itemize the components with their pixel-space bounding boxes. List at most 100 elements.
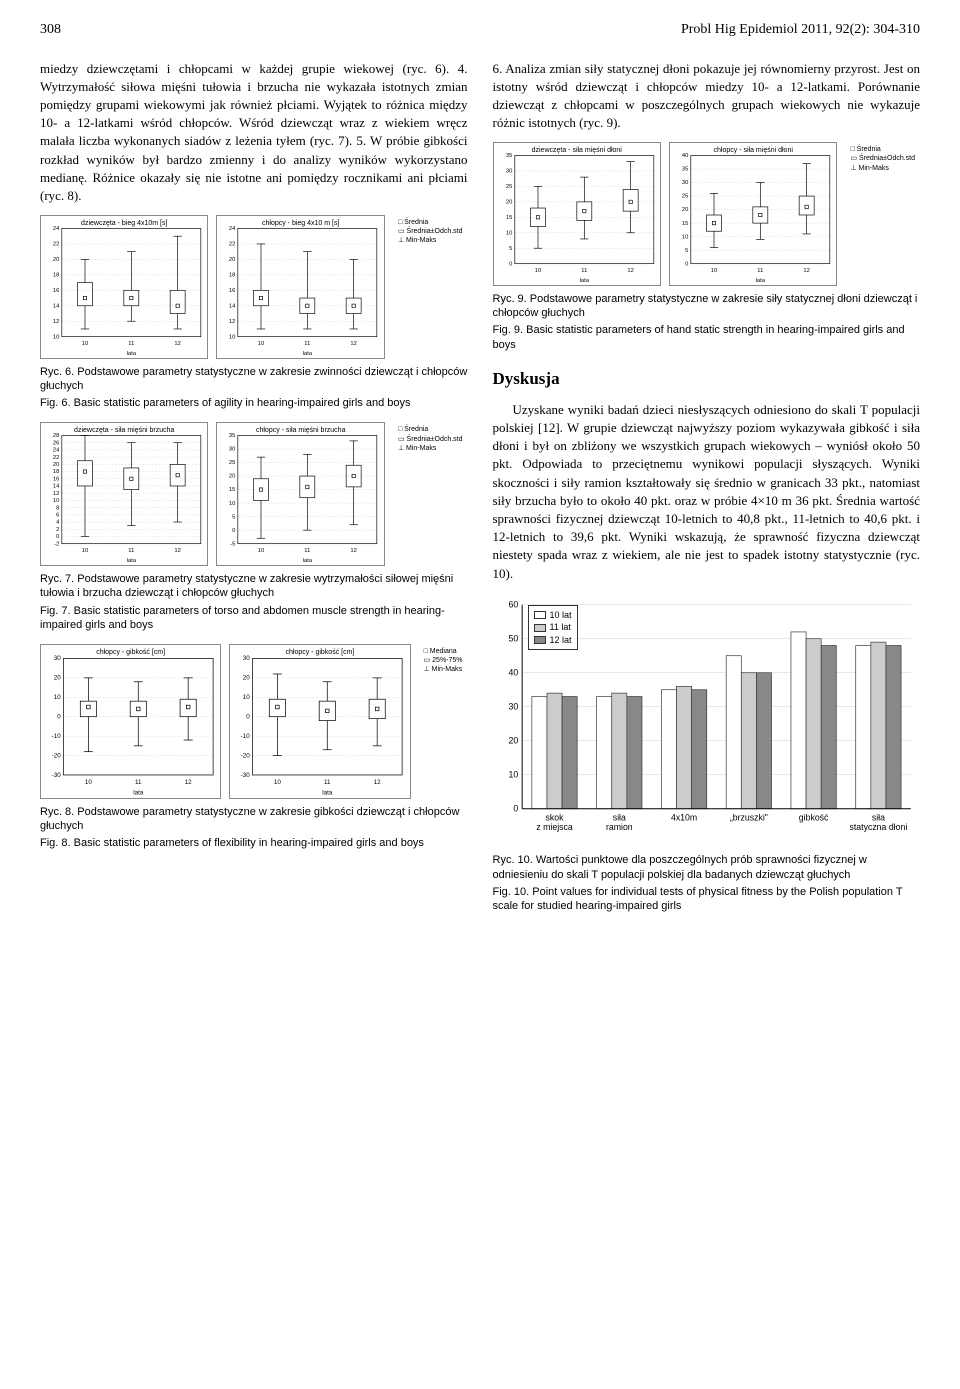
svg-text:10: 10 (534, 268, 540, 274)
svg-text:skok: skok (545, 812, 564, 822)
svg-text:lata: lata (579, 278, 589, 284)
svg-text:28: 28 (53, 434, 59, 440)
svg-text:10: 10 (85, 779, 92, 786)
svg-text:30: 30 (229, 447, 235, 453)
svg-text:10: 10 (54, 694, 61, 701)
svg-text:15: 15 (505, 215, 511, 221)
page-number: 308 (40, 20, 61, 40)
svg-text:-30: -30 (241, 772, 251, 779)
svg-text:25: 25 (505, 184, 511, 190)
fig8-caption-en: Fig. 8. Basic statistic parameters of fl… (40, 836, 468, 850)
svg-text:20: 20 (229, 257, 235, 263)
svg-text:30: 30 (508, 701, 518, 711)
main-content: miedzy dziewczętami i chłopcami w każdej… (40, 60, 920, 926)
svg-text:-30: -30 (52, 772, 62, 779)
fig7-charts: dziewczęta - siła mięśni brzucha -202468… (40, 422, 468, 566)
svg-text:10: 10 (243, 694, 250, 701)
left-para-1: miedzy dziewczętami i chłopcami w każdej… (40, 60, 468, 206)
svg-text:20: 20 (53, 257, 59, 263)
svg-text:22: 22 (229, 242, 235, 248)
svg-text:5: 5 (233, 515, 236, 521)
fig8-legend: □ Mediana ▭ 25%-75% ⊥ Min-Maks (419, 644, 468, 798)
svg-text:-5: -5 (231, 542, 236, 548)
svg-text:24: 24 (53, 448, 60, 454)
svg-text:26: 26 (53, 441, 59, 447)
svg-text:24: 24 (229, 226, 236, 232)
fig6-right-chart: chłopcy - bieg 4x10 m [s] 10121416182022… (216, 215, 384, 359)
svg-text:0: 0 (233, 528, 236, 534)
svg-text:14: 14 (229, 304, 236, 310)
svg-text:20: 20 (508, 735, 518, 745)
svg-text:18: 18 (53, 273, 59, 279)
svg-text:ramion: ramion (605, 822, 632, 832)
svg-text:4x10m: 4x10m (670, 812, 696, 822)
right-para-2: Uzyskane wyniki badań dzieci niesłyszący… (493, 401, 921, 583)
svg-text:11: 11 (305, 341, 311, 347)
fig6-right-title: chłopcy - bieg 4x10 m [s] (262, 219, 339, 229)
fig9-left-title: dziewczęta - siła mięśni dłoni (532, 146, 622, 156)
svg-text:11: 11 (324, 779, 331, 786)
svg-text:10: 10 (258, 548, 264, 554)
svg-text:10: 10 (229, 501, 235, 507)
svg-text:12: 12 (229, 319, 235, 325)
fig10-caption-pl: Ryc. 10. Wartości punktowe dla poszczegó… (493, 853, 921, 882)
fig6-legend: □ Średnia ▭ Średnia±Odch.std ⊥ Min-Maks (393, 215, 468, 359)
fig7-legend: □ Średnia ▭ Średnia±Odch.std ⊥ Min-Maks (393, 422, 468, 566)
svg-text:10: 10 (508, 769, 518, 779)
fig9-caption-pl: Ryc. 9. Podstawowe parametry statystyczn… (493, 292, 921, 321)
svg-text:11: 11 (135, 779, 142, 786)
svg-text:10: 10 (274, 779, 281, 786)
svg-text:25: 25 (229, 461, 235, 467)
svg-text:0: 0 (685, 262, 688, 268)
legend-item-12lat: 12 lat (534, 634, 572, 647)
fig7-left-chart: dziewczęta - siła mięśni brzucha -202468… (40, 422, 208, 566)
fig8-caption-pl: Ryc. 8. Podstawowe parametry statystyczn… (40, 805, 468, 834)
fig6-left-chart: dziewczęta - bieg 4x10m [s] 101214161820… (40, 215, 208, 359)
svg-text:-2: -2 (54, 542, 59, 548)
svg-text:12: 12 (627, 268, 633, 274)
left-column: miedzy dziewczętami i chłopcami w każdej… (40, 60, 468, 926)
svg-text:10: 10 (682, 235, 688, 241)
svg-text:z miejsca: z miejsca (536, 822, 573, 832)
svg-text:30: 30 (54, 655, 61, 662)
fig9-right-chart: chłopcy - siła mięśni dłoni 051015202530… (669, 142, 837, 286)
svg-text:16: 16 (53, 288, 59, 294)
svg-text:12: 12 (174, 341, 180, 347)
fig7-right-title: chłopcy - siła mięśni brzucha (256, 426, 345, 436)
fig10-caption-en: Fig. 10. Point values for individual tes… (493, 885, 921, 914)
svg-text:10: 10 (82, 341, 88, 347)
svg-text:0: 0 (57, 714, 61, 721)
svg-text:22: 22 (53, 242, 59, 248)
dyskusja-heading: Dyskusja (493, 367, 921, 391)
svg-text:11: 11 (305, 548, 311, 554)
fig7-caption-pl: Ryc. 7. Podstawowe parametry statystyczn… (40, 572, 468, 601)
svg-text:20: 20 (53, 462, 59, 468)
svg-text:10: 10 (505, 231, 511, 237)
svg-text:20: 20 (243, 675, 250, 682)
svg-text:16: 16 (229, 288, 235, 294)
svg-text:siła: siła (612, 812, 625, 822)
svg-text:lata: lata (303, 351, 313, 357)
fig9-left-chart: dziewczęta - siła mięśni dłoni 051015202… (493, 142, 661, 286)
svg-text:11: 11 (128, 548, 134, 554)
page-header: 308 Probl Hig Epidemiol 2011, 92(2): 304… (40, 20, 920, 40)
fig8-left-chart: chłopcy - gibkość [cm] -30-20-1001020301… (40, 644, 221, 798)
fig7-right-chart: chłopcy - siła mięśni brzucha -505101520… (216, 422, 384, 566)
svg-text:-10: -10 (241, 733, 251, 740)
svg-text:siła: siła (871, 812, 884, 822)
svg-text:24: 24 (53, 226, 60, 232)
right-para-1: 6. Analiza zmian siły statycznej dłoni p… (493, 60, 921, 133)
svg-text:0: 0 (513, 803, 518, 813)
svg-text:2: 2 (56, 527, 59, 533)
svg-text:0: 0 (56, 535, 59, 541)
svg-text:25: 25 (682, 194, 688, 200)
fig7-left-title: dziewczęta - siła mięśni brzucha (74, 426, 174, 436)
fig8-right-title: chłopcy - gibkość [cm] (286, 648, 355, 658)
svg-text:gibkość: gibkość (798, 812, 828, 822)
journal-ref: Probl Hig Epidemiol 2011, 92(2): 304-310 (681, 20, 920, 40)
svg-text:10: 10 (53, 499, 59, 505)
svg-text:14: 14 (53, 484, 60, 490)
svg-text:11: 11 (581, 268, 587, 274)
svg-text:lata: lata (756, 278, 766, 284)
svg-text:60: 60 (508, 599, 518, 609)
